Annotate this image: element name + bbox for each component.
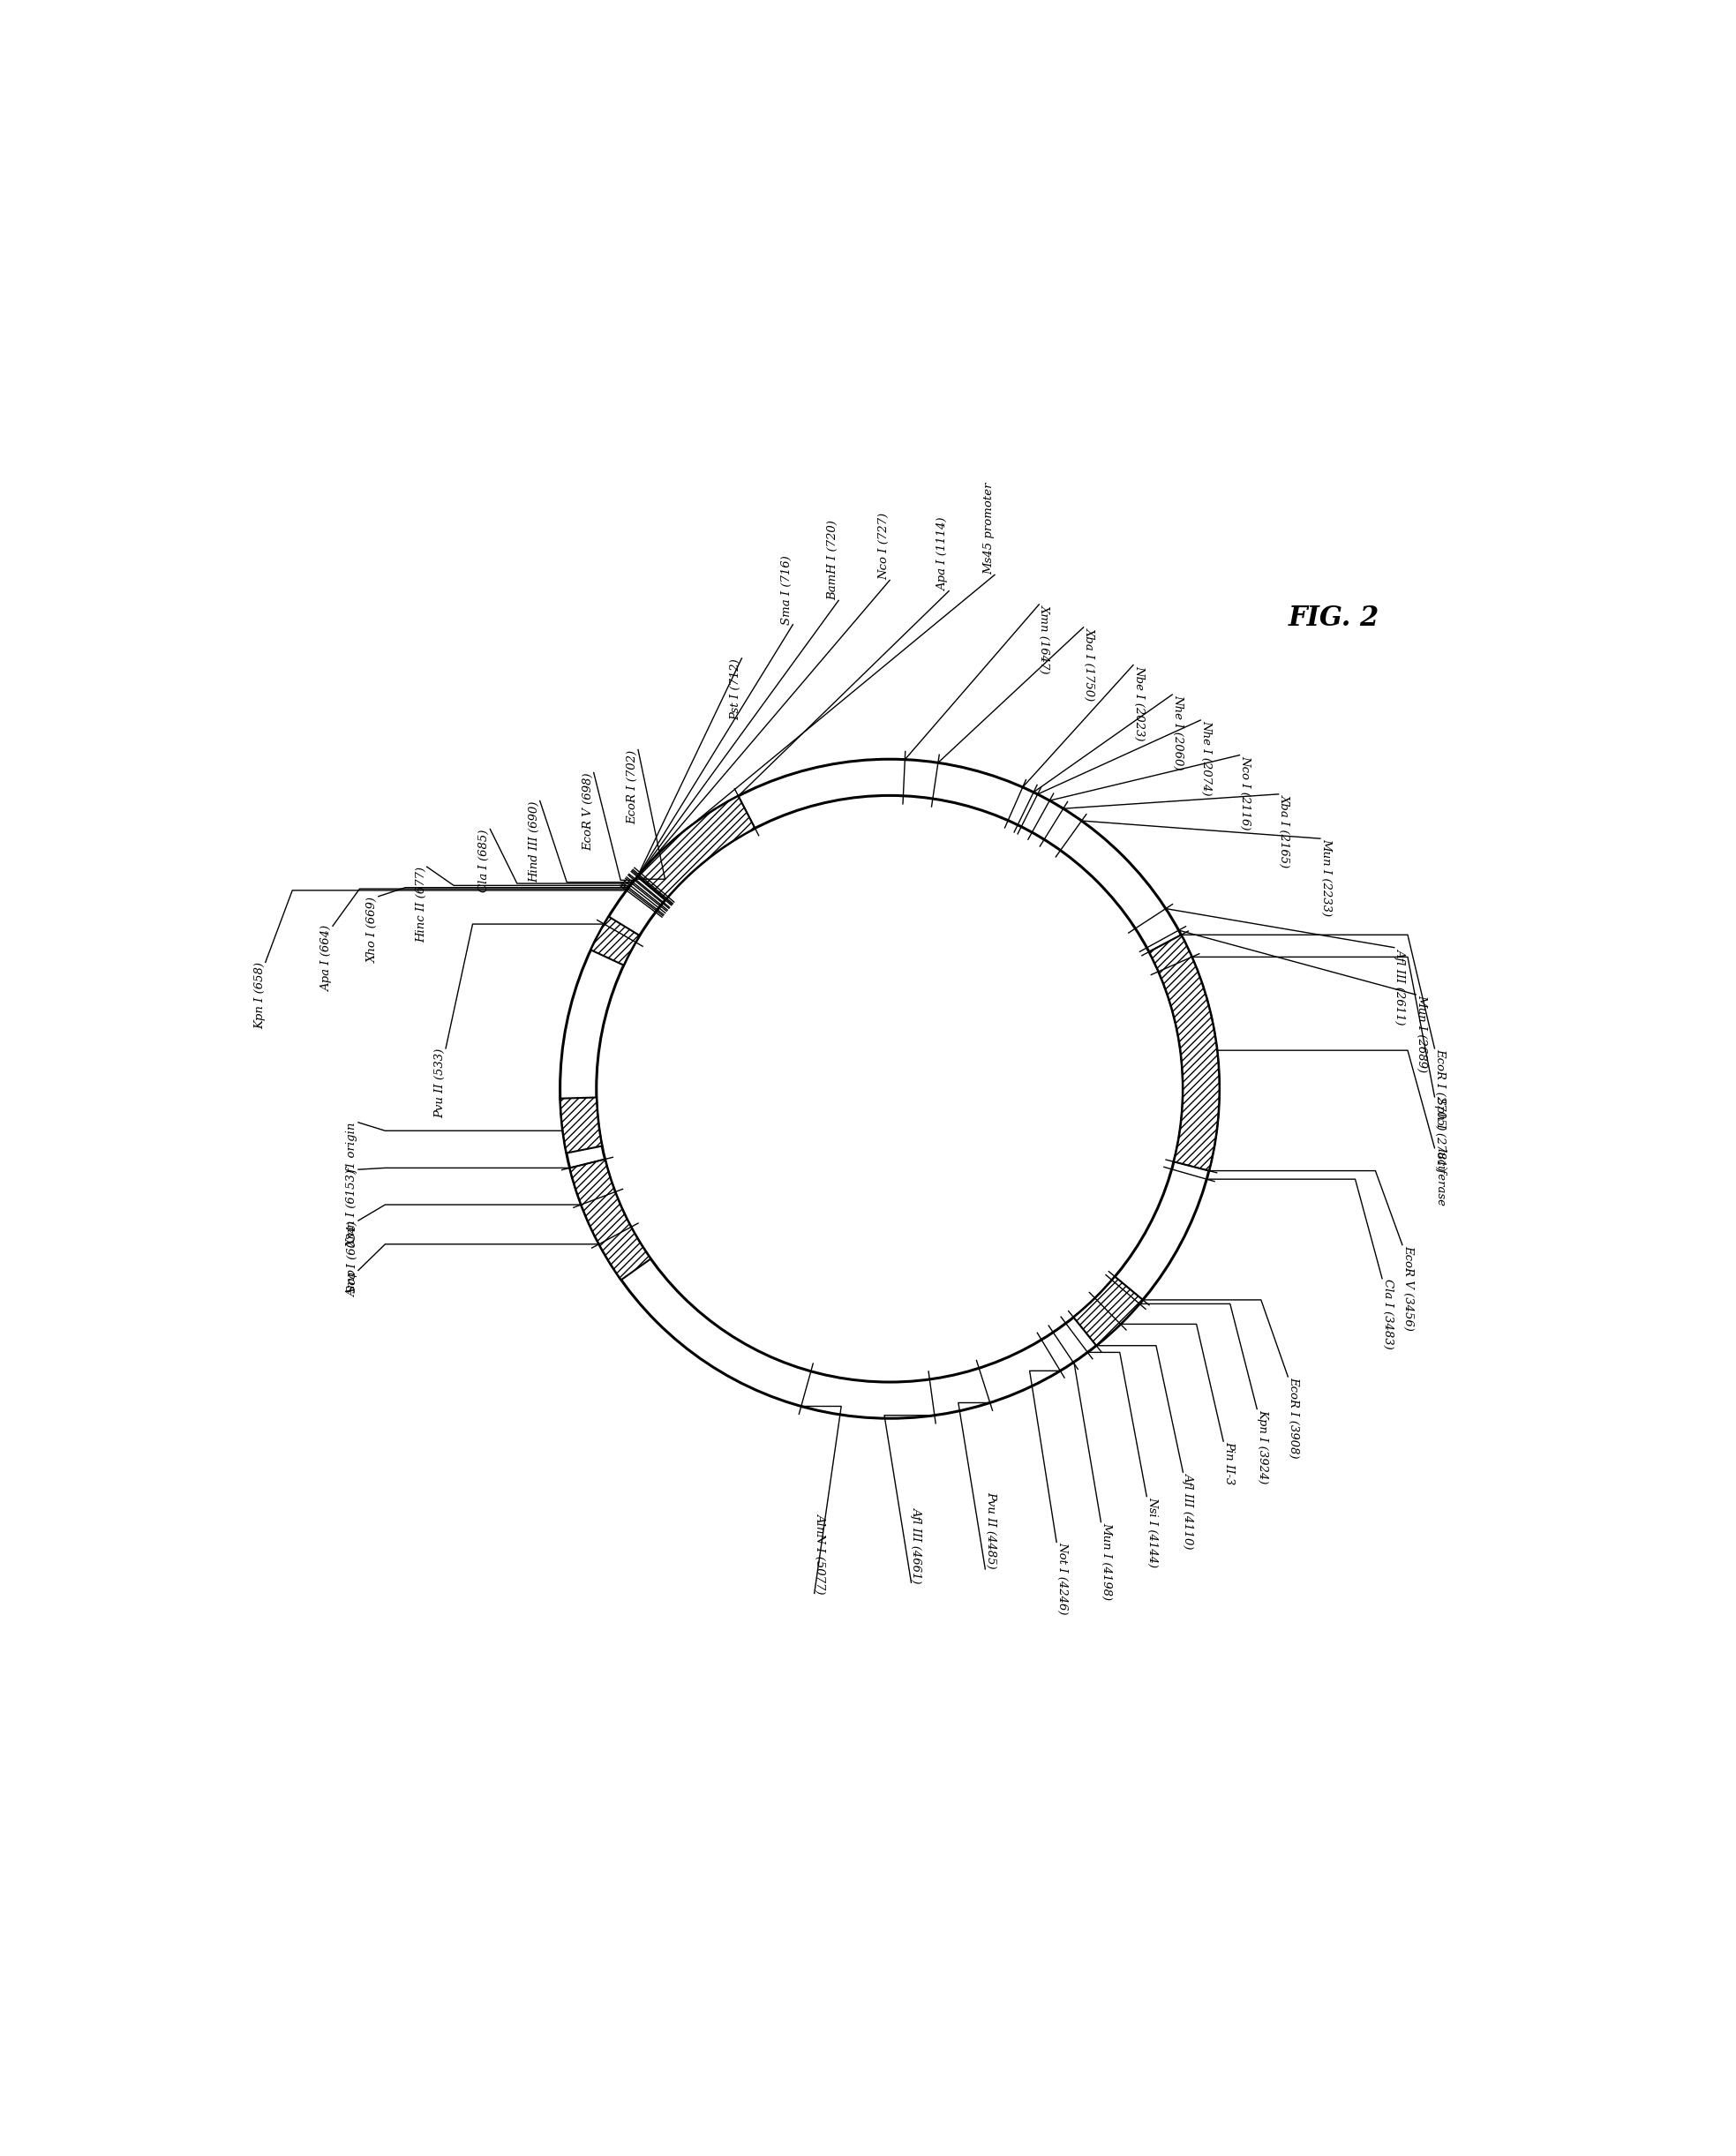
- Text: Sca I (6034): Sca I (6034): [347, 1220, 358, 1294]
- Wedge shape: [1149, 936, 1219, 1171]
- Text: Pst I (712): Pst I (712): [731, 658, 741, 720]
- Text: Nco I (727): Nco I (727): [878, 513, 889, 580]
- Text: EcoR I (702): EcoR I (702): [627, 750, 639, 824]
- Text: Afl III (4661): Afl III (4661): [911, 1507, 924, 1583]
- Text: Nco I (2116): Nco I (2116): [1240, 755, 1252, 830]
- Text: Mun I (2689): Mun I (2689): [1417, 994, 1427, 1072]
- Wedge shape: [1073, 1276, 1142, 1345]
- Text: Amp: Amp: [347, 1270, 358, 1298]
- Text: Mun I (4198): Mun I (4198): [1101, 1522, 1113, 1600]
- Text: luciferase: luciferase: [1434, 1147, 1446, 1205]
- Text: Sma I (716): Sma I (716): [781, 554, 793, 625]
- Text: Nhe I (2074): Nhe I (2074): [1201, 720, 1212, 796]
- Text: Pvu II (4485): Pvu II (4485): [986, 1492, 996, 1570]
- Text: Xmn (1647): Xmn (1647): [1040, 604, 1050, 673]
- Wedge shape: [637, 796, 755, 899]
- Text: Pin II-3: Pin II-3: [1224, 1440, 1234, 1485]
- Text: Kpn I (3924): Kpn I (3924): [1257, 1410, 1269, 1483]
- Text: EcoR V (698): EcoR V (698): [582, 772, 594, 852]
- Text: Sph I (2781): Sph I (2781): [1434, 1097, 1446, 1171]
- Text: Nbe I (2023): Nbe I (2023): [1134, 664, 1144, 740]
- Text: Pvu II (533): Pvu II (533): [434, 1048, 446, 1119]
- Text: f1 origin: f1 origin: [347, 1123, 358, 1173]
- Text: Hinc II (677): Hinc II (677): [415, 867, 427, 942]
- Text: Xba I (2165): Xba I (2165): [1278, 793, 1290, 867]
- Text: Hind III (690): Hind III (690): [528, 800, 540, 882]
- Text: Cla I (685): Cla I (685): [479, 830, 490, 893]
- Wedge shape: [561, 1097, 602, 1153]
- Text: Apa I (664): Apa I (664): [321, 925, 333, 992]
- Text: Xho I (669): Xho I (669): [366, 897, 378, 962]
- Text: Xba I (1750): Xba I (1750): [1083, 627, 1095, 701]
- Text: FIG. 2: FIG. 2: [1288, 604, 1378, 632]
- Text: Cla I (3483): Cla I (3483): [1382, 1279, 1394, 1350]
- Text: Mun I (2233): Mun I (2233): [1319, 839, 1332, 916]
- Wedge shape: [590, 916, 639, 966]
- Text: Xmn I (6153): Xmn I (6153): [347, 1169, 358, 1246]
- Text: EcoR I (2705): EcoR I (2705): [1434, 1048, 1446, 1130]
- Text: EcoR V (3456): EcoR V (3456): [1403, 1244, 1413, 1330]
- Text: Kpn I (658): Kpn I (658): [253, 962, 266, 1028]
- Text: Nsi I (4144): Nsi I (4144): [1147, 1496, 1158, 1567]
- Text: Not I (4246): Not I (4246): [1057, 1542, 1068, 1615]
- Text: Ms45 promoter: Ms45 promoter: [983, 483, 995, 576]
- Text: Apa I (1114): Apa I (1114): [937, 517, 950, 591]
- Text: EcoR I (3908): EcoR I (3908): [1288, 1378, 1300, 1457]
- Text: BamH I (720): BamH I (720): [826, 520, 838, 599]
- Text: Afl III (2611): Afl III (2611): [1394, 946, 1406, 1024]
- Text: AlnN I (5077): AlnN I (5077): [814, 1514, 826, 1593]
- Wedge shape: [569, 1160, 651, 1281]
- Text: Nhe I (2060): Nhe I (2060): [1172, 694, 1184, 770]
- Text: Afl III (4110): Afl III (4110): [1182, 1473, 1194, 1548]
